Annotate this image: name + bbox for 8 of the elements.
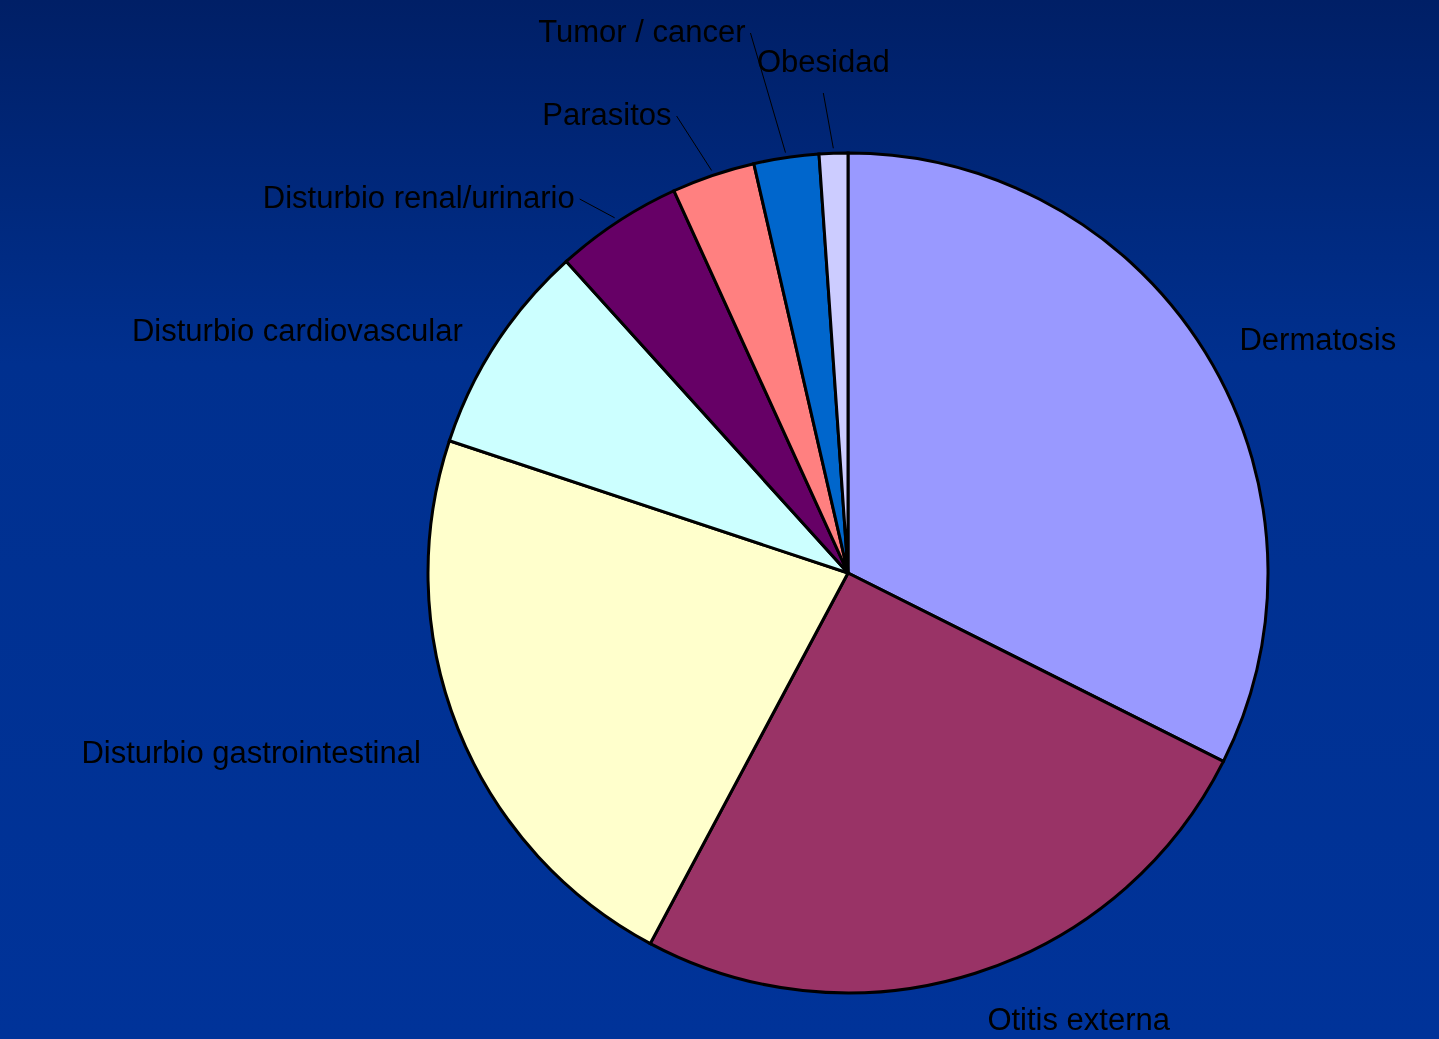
slice-label: Otitis externa [987, 1002, 1171, 1038]
slice-label: Tumor / cancer [538, 14, 746, 49]
slice-label: Disturbio gastrointestinal [81, 734, 421, 770]
slice-label: Disturbio cardiovascular [131, 312, 463, 348]
slice-label: Parasitos [542, 97, 672, 132]
slice-label: Dermatosis [1239, 322, 1397, 358]
slice-label: Obesidad [756, 44, 890, 79]
slice-label: Disturbio renal/urinario [262, 180, 575, 215]
